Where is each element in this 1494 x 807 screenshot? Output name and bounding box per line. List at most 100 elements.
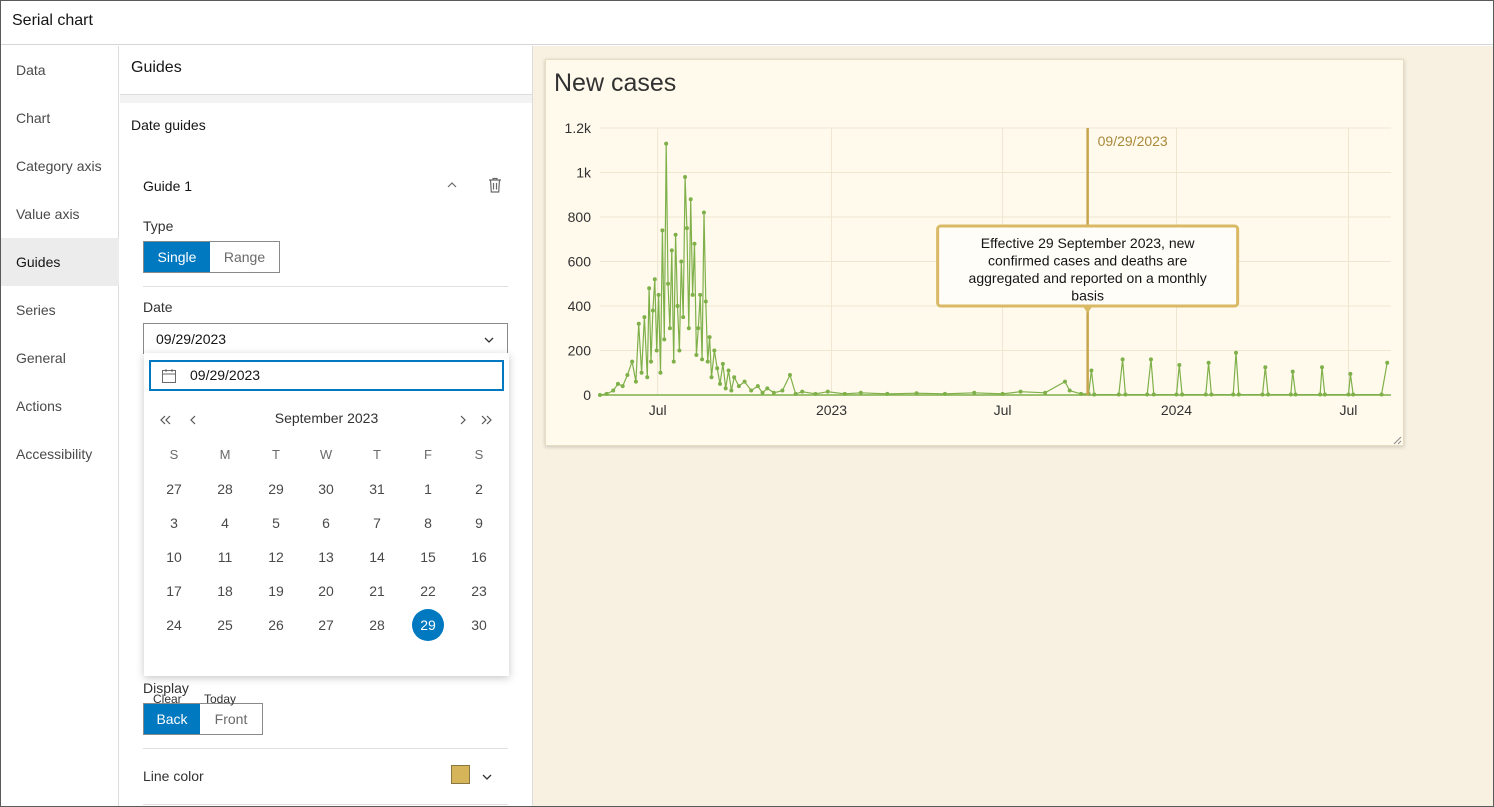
chevron-down-icon[interactable] <box>481 771 493 783</box>
chevron-right-icon[interactable] <box>453 414 473 426</box>
nav-item-actions[interactable]: Actions <box>16 398 62 414</box>
data-point <box>1018 389 1023 394</box>
calendar-day[interactable]: 17 <box>166 583 182 599</box>
trash-icon[interactable] <box>486 176 504 194</box>
calendar-day[interactable]: 1 <box>424 481 432 497</box>
data-point <box>715 366 720 371</box>
data-point <box>684 226 689 231</box>
calendar-day[interactable]: 9 <box>475 515 483 531</box>
today-button[interactable]: Today <box>204 692 237 706</box>
type-single-button[interactable]: Single <box>144 242 210 272</box>
data-point <box>787 372 792 377</box>
double-chevron-right-icon[interactable] <box>477 414 497 426</box>
nav-item-series[interactable]: Series <box>16 302 56 318</box>
data-point <box>669 248 674 253</box>
nav-item-general[interactable]: General <box>16 350 66 366</box>
weekday-header: M <box>219 447 231 462</box>
panel-title: Guides <box>131 59 182 76</box>
calendar-day[interactable]: 6 <box>322 515 330 531</box>
chevron-left-icon[interactable] <box>183 414 203 426</box>
calendar-day[interactable]: 11 <box>217 549 233 565</box>
line-color-swatch[interactable] <box>451 765 470 784</box>
calendar-day[interactable]: 22 <box>420 583 436 599</box>
calendar-day[interactable]: 27 <box>318 617 334 633</box>
calendar-day[interactable]: 31 <box>369 481 385 497</box>
calendar-day[interactable]: 26 <box>268 617 284 633</box>
data-point <box>1079 391 1084 396</box>
date-dropdown[interactable]: 09/29/2023 <box>143 323 508 354</box>
display-front-button[interactable]: Front <box>214 711 248 727</box>
data-point <box>1231 392 1236 397</box>
resize-handle-icon[interactable] <box>1393 436 1402 445</box>
nav-item-accessibility[interactable]: Accessibility <box>16 446 93 462</box>
calendar-day[interactable]: 24 <box>166 617 182 633</box>
calendar-day[interactable]: 5 <box>272 515 280 531</box>
data-point <box>720 361 725 366</box>
calendar-day-selected[interactable]: 29 <box>403 608 453 642</box>
calendar-day[interactable]: 7 <box>373 515 381 531</box>
calendar-day[interactable]: 14 <box>369 549 385 565</box>
calendar-day[interactable]: 16 <box>471 549 487 565</box>
calendar-day[interactable]: 30 <box>471 617 487 633</box>
calendar-day[interactable]: 28 <box>369 617 385 633</box>
calendar-day[interactable]: 20 <box>318 583 334 599</box>
calendar-day[interactable]: 4 <box>221 515 229 531</box>
data-point <box>707 335 712 340</box>
calendar-day[interactable]: 28 <box>217 481 233 497</box>
calendar-day[interactable]: 30 <box>318 481 334 497</box>
calendar-day[interactable]: 8 <box>424 515 432 531</box>
data-point <box>667 326 672 331</box>
chevron-up-icon[interactable] <box>444 177 460 193</box>
calendar-day[interactable]: 18 <box>217 583 233 599</box>
data-point <box>700 357 705 362</box>
data-point <box>1263 365 1268 370</box>
weekday-header: T <box>272 447 280 462</box>
data-point <box>636 321 641 326</box>
data-point <box>760 390 765 395</box>
display-back-button[interactable]: Back <box>144 704 200 734</box>
data-point <box>1067 388 1072 393</box>
double-chevron-left-icon[interactable] <box>155 414 175 426</box>
chart-card[interactable]: New cases 0 200 400 600 800 1k 1.2k Jul 2023 Jul 2… <box>545 59 1404 446</box>
data-point <box>666 281 671 286</box>
data-point <box>656 292 661 297</box>
data-point <box>723 386 728 391</box>
data-point <box>625 372 630 377</box>
divider <box>143 804 508 805</box>
calendar-day[interactable]: 10 <box>166 549 182 565</box>
data-point <box>673 232 678 237</box>
data-point <box>1206 360 1211 365</box>
data-point <box>914 391 919 396</box>
data-point <box>1062 379 1067 384</box>
data-point <box>736 384 741 389</box>
weekday-header: T <box>373 447 381 462</box>
data-point <box>858 390 863 395</box>
y-tick-label: 800 <box>568 209 592 225</box>
date-picker-input[interactable]: 09/29/2023 <box>149 360 504 391</box>
data-point <box>1203 392 1208 397</box>
data-point <box>662 337 667 342</box>
nav-item-data[interactable]: Data <box>16 62 46 78</box>
calendar-day[interactable]: 27 <box>166 481 182 497</box>
calendar-day[interactable]: 15 <box>420 549 436 565</box>
calendar-day[interactable]: 3 <box>170 515 178 531</box>
nav-item-chart[interactable]: Chart <box>16 110 51 126</box>
calendar-day[interactable]: 21 <box>369 583 385 599</box>
calendar-day[interactable]: 12 <box>268 549 284 565</box>
nav-item-guides[interactable]: Guides <box>1 238 119 286</box>
calendar-day[interactable]: 25 <box>217 617 233 633</box>
line-chart: New cases 0 200 400 600 800 1k 1.2k Jul 2023 Jul 2… <box>554 69 1402 445</box>
calendar-day[interactable]: 2 <box>475 481 483 497</box>
clear-button[interactable]: Clear <box>153 692 182 706</box>
nav-item-value-axis[interactable]: Value axis <box>16 206 80 222</box>
calendar-day[interactable]: 13 <box>318 549 334 565</box>
date-picker-input-value: 09/29/2023 <box>190 367 261 383</box>
nav-item-category-axis[interactable]: Category axis <box>16 158 102 174</box>
calendar-day[interactable]: 19 <box>268 583 284 599</box>
calendar-day[interactable]: 23 <box>471 583 487 599</box>
x-tick-label: Jul <box>649 402 667 418</box>
type-range-button[interactable]: Range <box>223 249 266 265</box>
calendar-day[interactable]: 29 <box>268 481 284 497</box>
data-point <box>705 359 710 364</box>
data-point <box>780 388 785 393</box>
